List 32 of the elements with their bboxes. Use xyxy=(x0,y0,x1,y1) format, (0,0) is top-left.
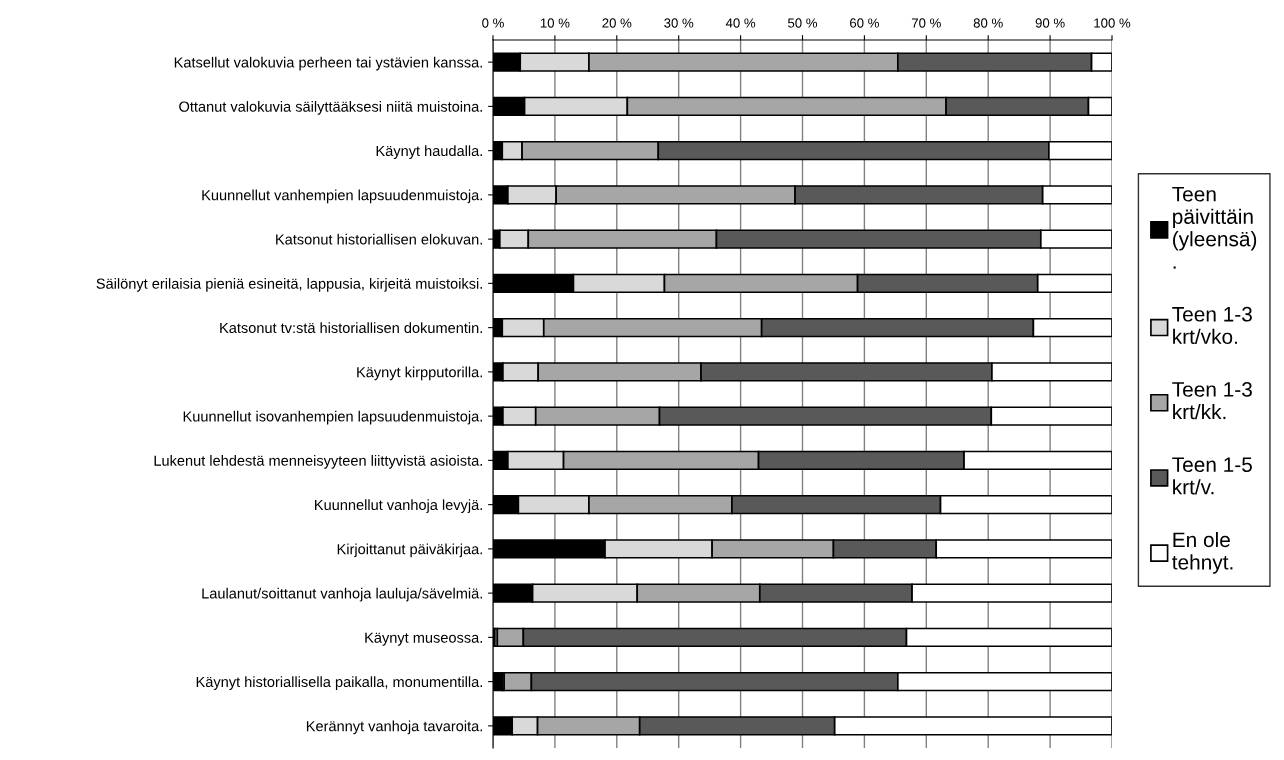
legend-label: Teen 1-3 krt/kk. xyxy=(1172,382,1252,420)
y-tick-label: Katsonut historiallisen elokuvan. xyxy=(276,233,482,245)
legend-label: Teen päivittäin (yleensä) . xyxy=(1172,187,1257,269)
x-tick-label: 60 % xyxy=(850,18,879,28)
y-tick-label: Käynyt haudalla. xyxy=(376,145,482,159)
y-tick-label: Katsellut valokuvia perheen tai ystävien kanssa. xyxy=(174,56,482,71)
x-tick-label: 0 % xyxy=(482,18,504,28)
y-tick-label: Kuunnellut isovanhempien lapsuudenmuistoja. xyxy=(183,410,482,425)
x-tick-label: 10 % xyxy=(540,18,570,28)
y-tick-label: Käynyt kirpputorilla. xyxy=(357,366,482,381)
x-tick-label: 80 % xyxy=(973,18,1003,28)
x-tick-label: 90 % xyxy=(1035,18,1065,28)
y-tick-label: Kuunnellut vanhoja levyjä. xyxy=(315,499,482,513)
x-tick-label: 100 % xyxy=(1094,18,1131,28)
x-tick-label: 30 % xyxy=(664,18,694,28)
y-tick-label: Käynyt historiallisella paikalla, monumentilla. xyxy=(196,676,482,690)
legend-label: Teen 1-5 krt/v. xyxy=(1172,457,1252,495)
y-tick-label: Kuunnellut vanhempien lapsuudenmuistoja. xyxy=(202,189,482,204)
x-tick-label: 20 % xyxy=(602,18,632,28)
y-tick-label: Kirjoittanut päiväkirjaa. xyxy=(337,543,482,558)
x-tick-label: 40 % xyxy=(725,18,756,28)
legend-label: Teen 1-3 krt/vko. xyxy=(1172,306,1252,345)
legend-label: En ole tehnyt. xyxy=(1172,531,1233,574)
y-tick-label: Käynyt museossa. xyxy=(365,632,482,646)
y-tick-label: Lukenut lehdestä menneisyyteen liittyvistä asioista. xyxy=(154,455,482,469)
y-tick-label: Säilönyt erilaisia pieniä esineitä, lappusia, kirjeitä muistoiksi. xyxy=(96,278,482,292)
y-tick-label: Laulanut/soittanut vanhoja lauluja/sävelmiä. xyxy=(202,587,482,602)
x-tick-label: 70 % xyxy=(911,18,941,28)
x-tick-label: 50 % xyxy=(787,18,818,28)
y-tick-label: Ottanut valokuvia säilyttääksesi niitä muistoina. xyxy=(179,101,482,115)
y-tick-label: Katsonut tv:stä historiallisen dokumentin. xyxy=(220,322,482,334)
y-tick-label: Kerännyt vanhoja tavaroita. xyxy=(306,720,482,735)
